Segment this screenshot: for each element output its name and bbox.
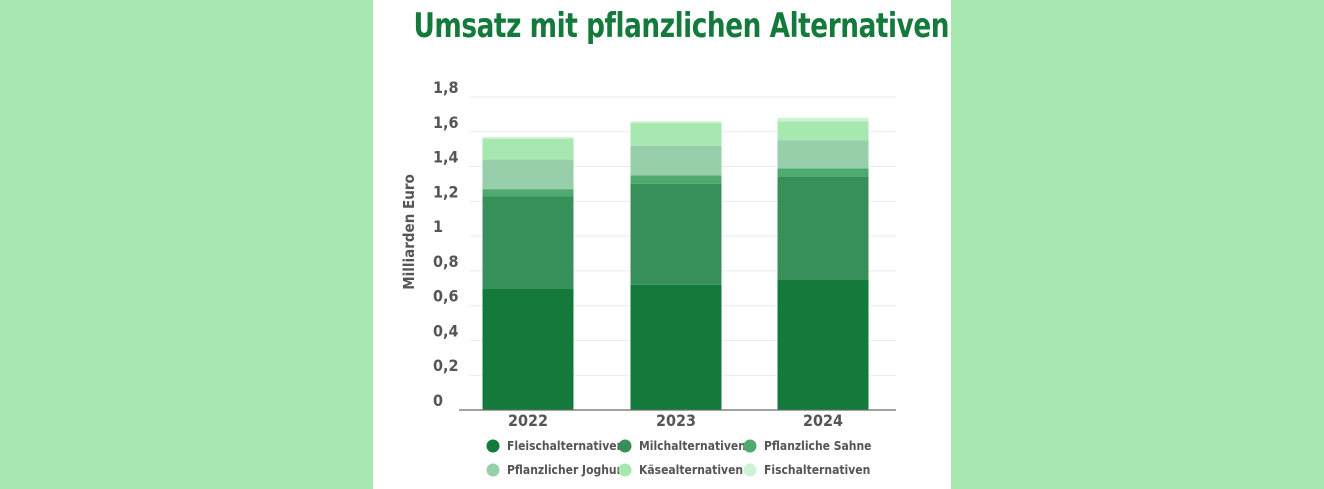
bar-segment: [777, 279, 869, 410]
bar-segment: [630, 121, 722, 124]
y-tick-label: 0,2: [433, 356, 459, 375]
stacked-bar-chart: 0 0,2 0,4 0,6 0,8 1 1,2 1,4 1,6 1,8 Milliarden Eur…: [400, 78, 896, 477]
bar-segment: [630, 183, 722, 285]
y-tick-label: 1: [433, 217, 443, 236]
legend-marker: [743, 463, 757, 477]
bar-segment: [482, 196, 574, 289]
legend-label: Käsealternativen: [639, 463, 743, 477]
bar-segment: [482, 189, 574, 197]
chart-title: Umsatz mit pflanzlichen Alternativen: [413, 6, 950, 46]
legend-label: Pflanzliche Sahne: [764, 439, 871, 453]
bar-segment: [777, 140, 869, 169]
bar-segment: [777, 117, 869, 122]
legend-marker: [486, 463, 500, 477]
bar-segment: [482, 138, 574, 160]
bar-segment: [630, 175, 722, 184]
y-tick-label: 1,2: [433, 182, 459, 201]
legend-marker: [486, 439, 500, 453]
legend-marker: [618, 463, 632, 477]
x-tick-label: 2023: [656, 411, 696, 430]
legend-label: Pflanzlicher Joghurt: [507, 463, 627, 477]
y-tick-label: 0,8: [433, 252, 459, 271]
legend-label: Fischalternativen: [764, 463, 870, 477]
y-axis-label: Milliarden Euro: [400, 174, 418, 290]
legend-marker: [618, 439, 632, 453]
legend-marker: [743, 439, 757, 453]
x-tick-label: 2024: [803, 411, 843, 430]
bar-segment: [630, 123, 722, 146]
y-tick-label: 1,4: [433, 148, 459, 167]
bar-segment: [630, 145, 722, 176]
bar-segment: [630, 284, 722, 410]
y-tick-label: 0: [433, 391, 443, 410]
y-tick-label: 0,6: [433, 287, 459, 306]
y-tick-label: 1,6: [433, 113, 459, 132]
x-tick-label: 2022: [508, 411, 548, 430]
legend-label: Milchalternativen: [639, 439, 746, 453]
bar-segment: [777, 168, 869, 177]
y-tick-label: 1,8: [433, 78, 459, 97]
bar-segment: [482, 136, 574, 139]
bar-segment: [777, 121, 869, 141]
chart-panel: Umsatz mit pflanzlichen Alternativen 0 0,…: [373, 0, 951, 489]
y-tick-label: 0,4: [433, 321, 459, 340]
bar-segment: [777, 176, 869, 280]
bar-segment: [482, 288, 574, 410]
bar-segment: [482, 159, 574, 190]
legend-label: Fleischalternativen: [507, 439, 624, 453]
